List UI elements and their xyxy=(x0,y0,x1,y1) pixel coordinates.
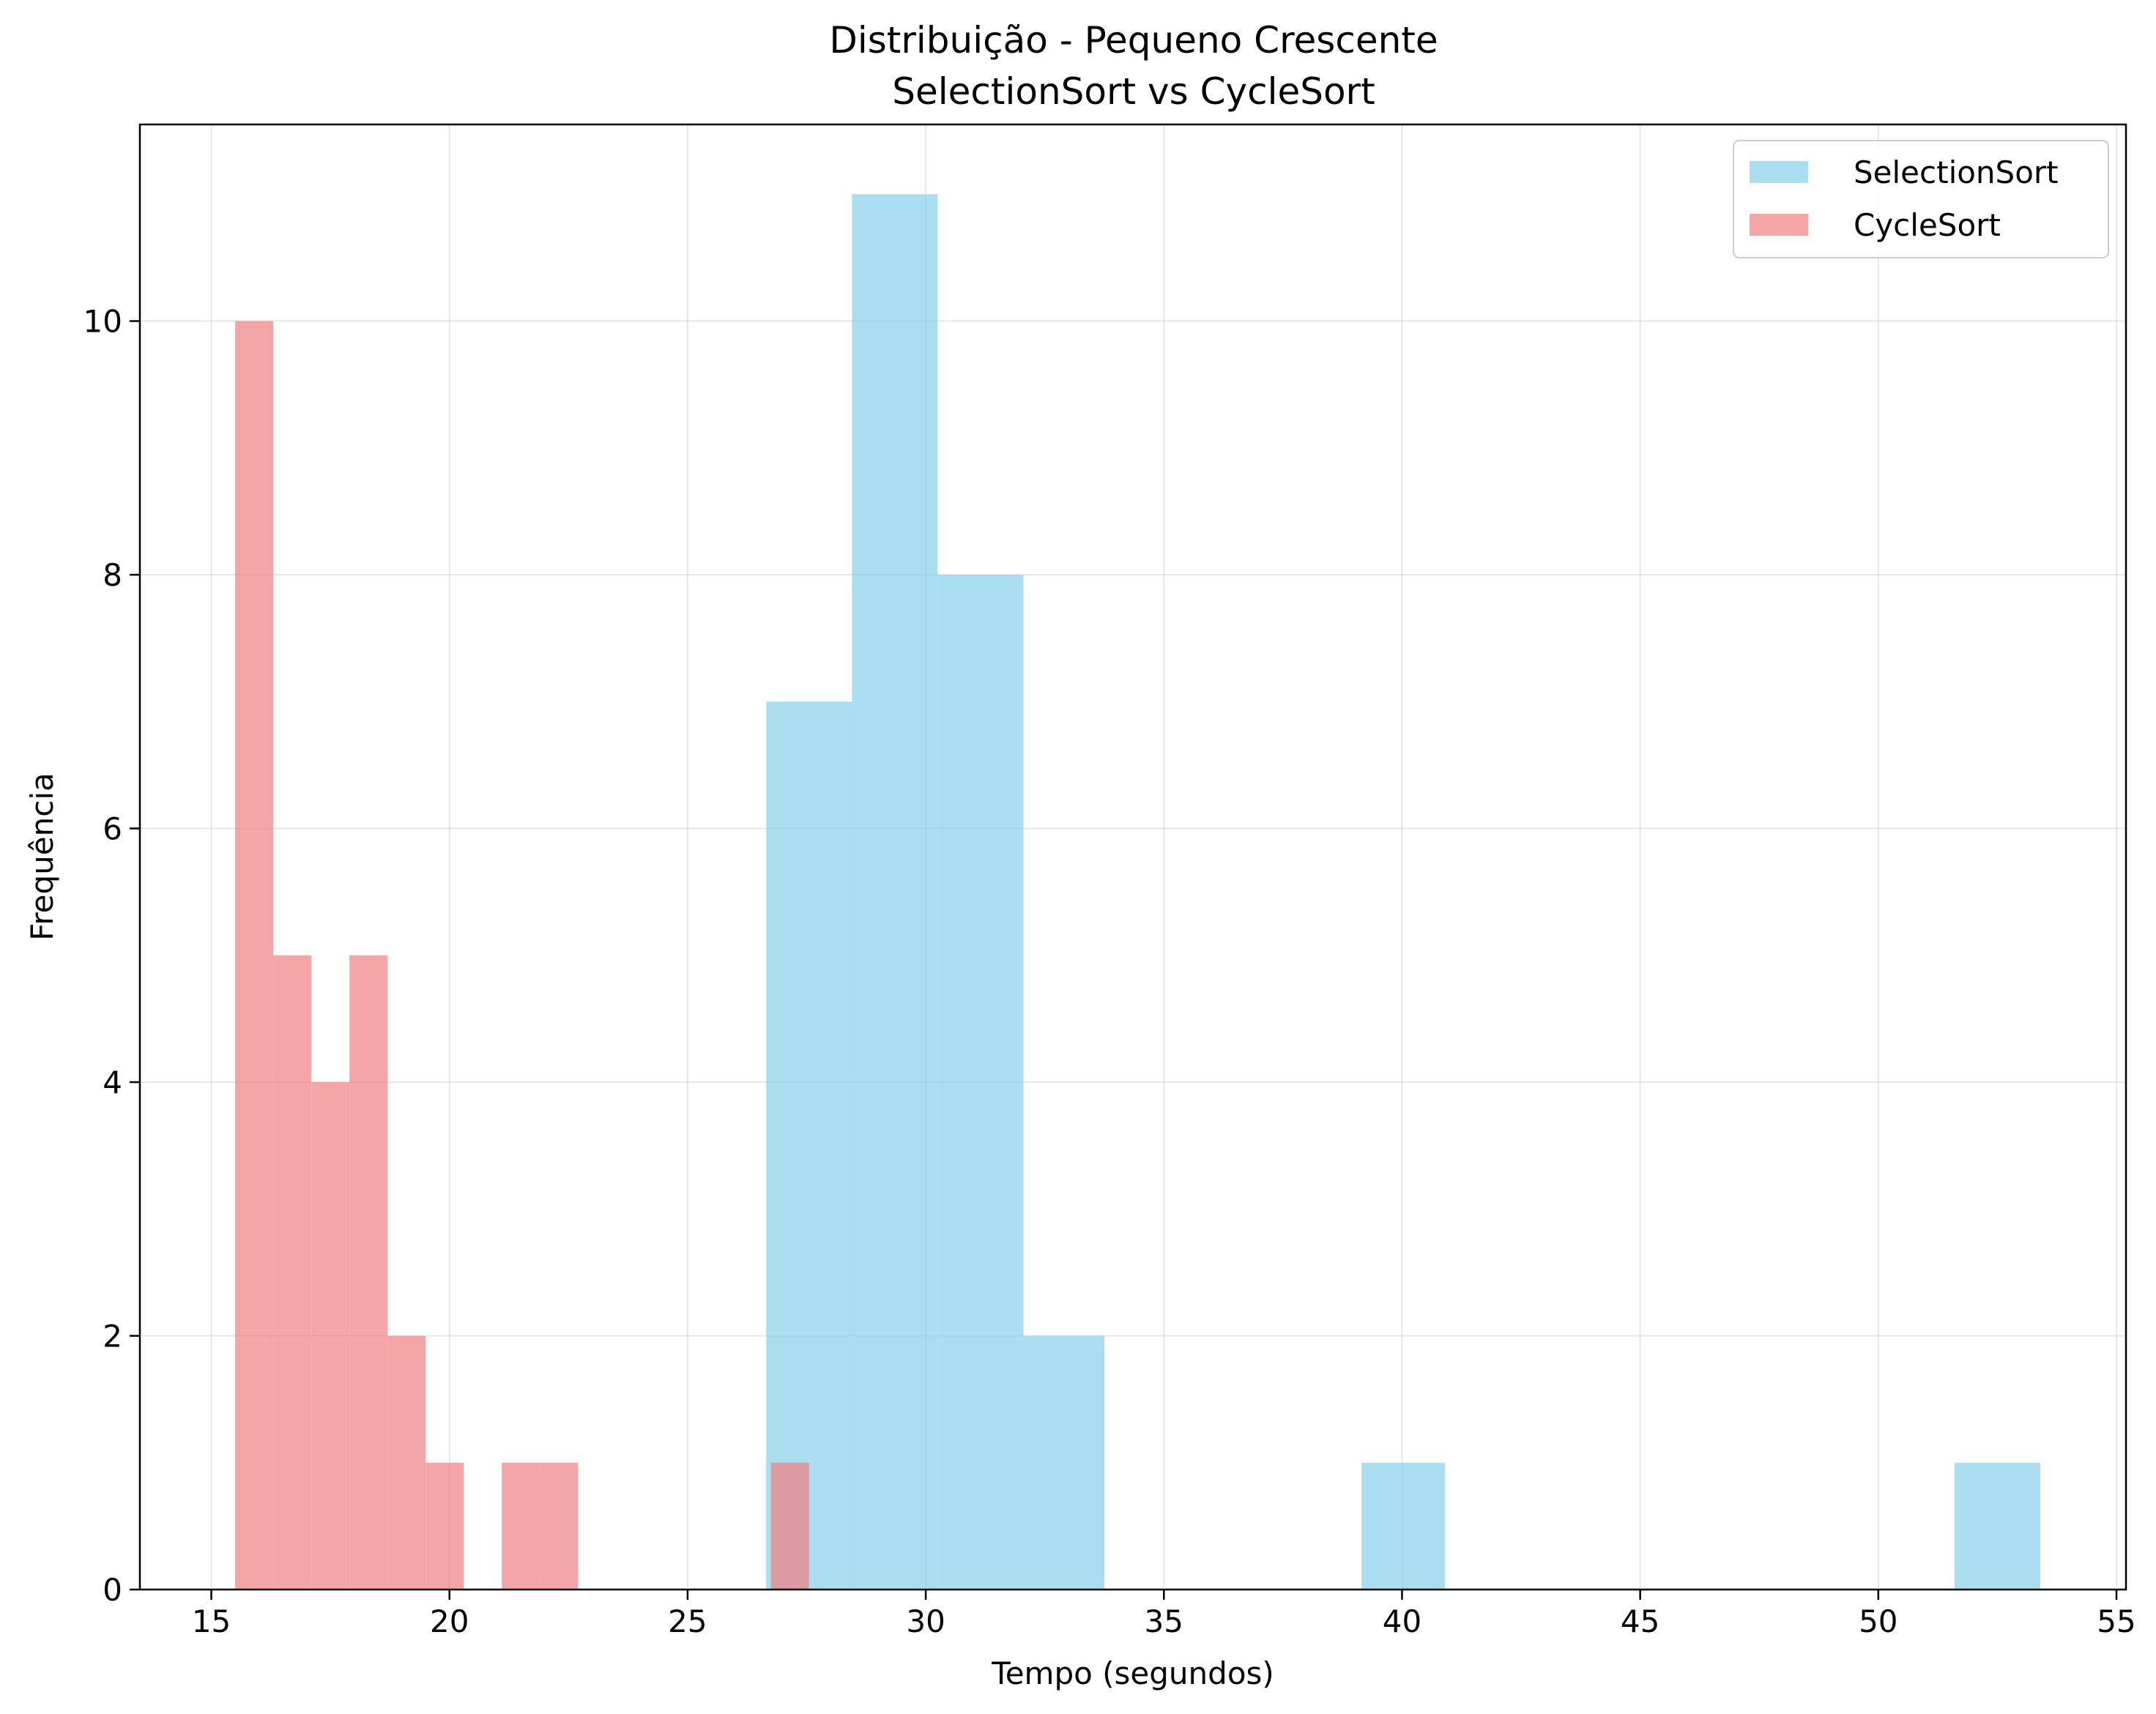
y-tick-label-0: 0 xyxy=(103,1572,122,1608)
y-axis-ticks: 0 2 4 6 8 10 xyxy=(83,304,140,1608)
x-tick-label-55: 55 xyxy=(2097,1603,2135,1639)
bar-cyclesort-8 xyxy=(770,1462,809,1590)
y-tick-label-6: 6 xyxy=(103,811,122,847)
bar-selectionsort-5 xyxy=(1954,1462,2040,1590)
legend-swatch-cyclesort xyxy=(1750,214,1808,236)
x-tick-label-20: 20 xyxy=(430,1603,469,1639)
x-tick-label-40: 40 xyxy=(1383,1603,1421,1639)
x-axis-ticks: 15 20 25 30 35 40 45 50 55 xyxy=(192,1590,2136,1639)
x-tick-label-35: 35 xyxy=(1145,1603,1183,1639)
x-tick-label-30: 30 xyxy=(906,1603,945,1639)
chart-subtitle: SelectionSort vs CycleSort xyxy=(892,70,1375,113)
bar-selectionsort-3 xyxy=(1023,1335,1104,1590)
bar-cyclesort-2 xyxy=(311,1082,350,1590)
bar-cyclesort-3 xyxy=(349,955,388,1590)
bar-selectionsort-1 xyxy=(852,194,938,1590)
x-tick-label-45: 45 xyxy=(1621,1603,1659,1639)
bar-cyclesort-0 xyxy=(235,321,274,1590)
bar-selectionsort-0 xyxy=(766,701,852,1590)
x-axis-label: Tempo (segundos) xyxy=(991,1655,1274,1691)
bar-cyclesort-7 xyxy=(540,1462,579,1590)
bar-selectionsort-4 xyxy=(1361,1462,1445,1590)
x-tick-label-25: 25 xyxy=(668,1603,707,1639)
legend-box xyxy=(1733,140,2109,258)
legend-swatch-selectionsort xyxy=(1750,161,1808,183)
bar-cyclesort-6 xyxy=(502,1462,540,1590)
chart-title: Distribuição - Pequeno Crescente xyxy=(829,19,1438,62)
y-tick-label-10: 10 xyxy=(83,304,122,340)
y-tick-label-4: 4 xyxy=(103,1065,122,1100)
legend-label-cyclesort: CycleSort xyxy=(1854,207,2001,243)
x-tick-label-50: 50 xyxy=(1859,1603,1897,1639)
y-tick-label-8: 8 xyxy=(103,557,122,593)
y-tick-label-2: 2 xyxy=(103,1319,122,1355)
legend-label-selectionsort: SelectionSort xyxy=(1854,154,2059,190)
y-axis-label: Frequência xyxy=(24,772,60,941)
bar-cyclesort-1 xyxy=(273,955,312,1590)
x-tick-label-15: 15 xyxy=(192,1603,231,1639)
bar-selectionsort-2 xyxy=(937,575,1024,1590)
bar-cyclesort-4 xyxy=(387,1335,426,1590)
histogram-bars xyxy=(235,194,2040,1590)
bar-cyclesort-5 xyxy=(425,1462,464,1590)
plot-frame xyxy=(138,123,2127,1591)
legend: SelectionSort CycleSort xyxy=(1733,140,2109,258)
